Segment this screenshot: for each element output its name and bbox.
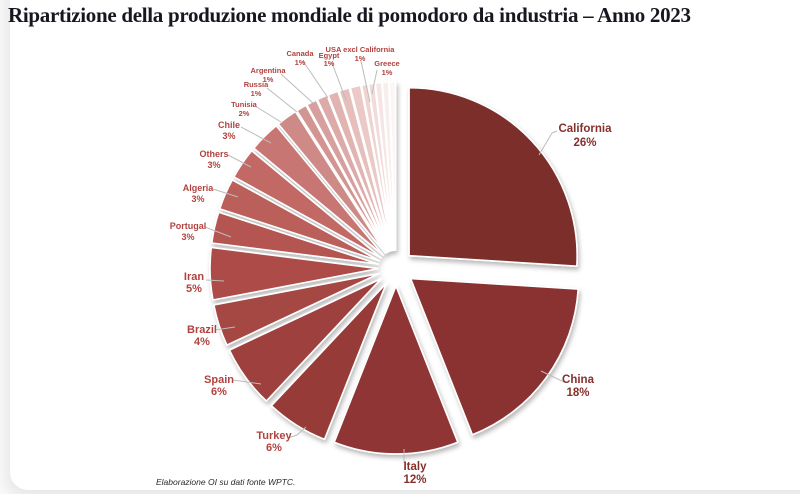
slice-label-chile: Chile: [218, 120, 240, 130]
leader-tunisia: [254, 105, 282, 123]
leader-egypt: [331, 62, 347, 101]
leader-algeria: [212, 188, 239, 198]
slice-label-argentina: Argentina: [250, 66, 286, 75]
pie-slice-usa-excl-california: [338, 87, 392, 252]
slice-label-egypt: Egypt: [319, 51, 340, 60]
slice-label-california: California: [558, 123, 612, 135]
pie-slice-iran: [209, 246, 379, 301]
slice-value-algeria: 3%: [191, 194, 204, 204]
slice-label-brazil: Brazil: [187, 324, 217, 336]
slice-value-iran: 5%: [186, 283, 202, 295]
pie-slice-italy: [333, 285, 459, 455]
slice-value-california: 26%: [573, 137, 596, 149]
pie-slice-brazil: [213, 272, 380, 346]
slice-label-italy: Italy: [403, 461, 427, 473]
slice-label-tunisia: Tunisia: [231, 100, 258, 109]
slice-label-canada: Canada: [286, 49, 314, 58]
slice-label-spain: Spain: [204, 374, 234, 386]
slice-value-china: 18%: [566, 387, 589, 399]
pie-slice-turkey: [270, 282, 388, 441]
slice-label-algeria: Algeria: [183, 183, 215, 193]
slice-value-brazil: 4%: [194, 336, 210, 348]
slice-value-russia: 1%: [251, 89, 262, 98]
slice-value-usa-excl-california: 1%: [355, 54, 366, 63]
leader-california: [538, 130, 558, 156]
slice-value-portugal: 3%: [181, 232, 194, 242]
slice-value-greece: 1%: [382, 68, 393, 77]
slice-value-spain: 6%: [211, 386, 227, 398]
slice-label-turkey: Turkey: [256, 430, 292, 442]
leader-lines: [204, 60, 568, 463]
pie-slice-california: [408, 86, 578, 267]
leader-chile: [240, 126, 272, 144]
leader-usa-excl-california: [360, 60, 371, 103]
leader-portugal: [204, 226, 232, 238]
slice-value-others: 3%: [207, 160, 220, 170]
slice-value-turkey: 6%: [266, 442, 282, 454]
leader-canada: [302, 60, 329, 99]
pie-slice-russia: [296, 104, 388, 254]
slice-label-china: China: [562, 374, 595, 386]
leader-iran: [205, 279, 225, 282]
slice-label-usa-excl-california: USA excl California: [326, 45, 396, 54]
slice-label-portugal: Portugal: [170, 221, 207, 231]
pie-slice-spain: [228, 277, 383, 402]
pie-slice-tunisia: [277, 110, 387, 255]
leader-china: [540, 370, 568, 383]
slice-label-iran: Iran: [184, 271, 204, 283]
pie-slice-greece: [349, 84, 393, 252]
slice-label-greece: Greece: [374, 59, 399, 68]
pie-slice-algeria: [218, 179, 381, 262]
slice-value-chile: 3%: [222, 131, 235, 141]
slice-value-tunisia: 2%: [239, 109, 250, 118]
slice-label-others: Others: [199, 149, 228, 159]
leader-argentina: [280, 73, 315, 105]
pie-slices: [209, 81, 579, 455]
slice-value-italy: 12%: [403, 474, 426, 486]
pie-slice-canada: [316, 94, 390, 253]
slice-labels: California26%China18%Italy12%Turkey6%Spa…: [170, 45, 612, 486]
page-title: Ripartizione della produzione mondiale d…: [8, 3, 691, 27]
pie-slice-china: [409, 277, 579, 436]
pie-slice-others: [233, 150, 382, 259]
leader-greece: [371, 69, 378, 95]
leader-others: [227, 154, 252, 168]
slice-label-russia: Russia: [244, 80, 269, 89]
pie-slice-egypt: [327, 90, 391, 252]
leader-brazil: [214, 326, 236, 331]
pie-slice-chile: [253, 125, 385, 257]
slice-value-canada: 1%: [295, 58, 306, 67]
leader-turkey: [287, 426, 307, 439]
slice-value-argentina: 1%: [263, 75, 274, 84]
leader-spain: [232, 379, 262, 385]
leader-russia: [266, 87, 298, 113]
slice-value-egypt: 1%: [324, 59, 335, 68]
pie-slice-portugal: [211, 211, 380, 265]
pie-slice-other-small-5: [388, 81, 397, 251]
source-note: Elaborazione OI su dati fonte WPTC.: [156, 477, 296, 487]
